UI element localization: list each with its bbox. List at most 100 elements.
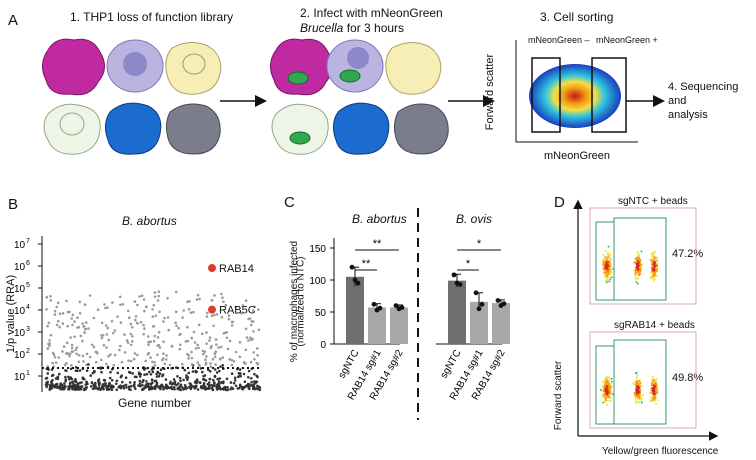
gene-point <box>149 382 153 386</box>
bar <box>470 301 488 344</box>
gene-point <box>93 369 96 373</box>
gene-point <box>131 372 134 375</box>
gene-point <box>147 382 150 386</box>
gene-point <box>74 348 78 352</box>
gene-point <box>168 363 172 367</box>
gene-point <box>133 381 136 384</box>
gene-point <box>68 310 71 314</box>
gene-point <box>156 344 159 348</box>
event-dot <box>604 250 607 253</box>
gene-point <box>57 356 61 359</box>
gene-point <box>224 386 227 390</box>
significance-label: ** <box>362 258 371 270</box>
gene-point <box>196 343 199 347</box>
panel-b-y-tick-exponent: 3 <box>26 326 30 333</box>
event-dot <box>605 385 608 388</box>
panel-b-y-tick-exponent: 5 <box>26 282 30 289</box>
cell-magenta <box>42 38 105 96</box>
panel-b-x-label: Gene number <box>118 396 192 410</box>
event-dot <box>609 268 612 271</box>
panel-b-y-tick-label: 10 <box>14 328 26 339</box>
event-dot <box>606 259 609 262</box>
event-dot <box>651 254 654 257</box>
event-dot <box>653 252 656 255</box>
gene-point <box>47 321 51 325</box>
gene-point <box>202 382 206 385</box>
event-dot <box>651 253 653 255</box>
gene-point <box>136 322 139 325</box>
event-dot <box>634 275 637 278</box>
event-dot <box>609 254 612 256</box>
gene-point <box>206 311 209 315</box>
gene-point <box>187 308 191 311</box>
gene-point <box>96 352 99 355</box>
gene-point <box>74 366 78 369</box>
gene-point <box>61 350 64 353</box>
event-dot <box>607 267 610 270</box>
event-dot <box>653 265 656 268</box>
gene-point <box>179 343 182 347</box>
gene-point <box>220 292 223 296</box>
gene-point <box>187 357 190 360</box>
gene-point <box>149 373 153 376</box>
gene-point <box>54 361 58 364</box>
event-dot <box>605 379 608 382</box>
gene-point <box>101 386 104 390</box>
gene-point <box>170 386 173 390</box>
gene-point <box>230 324 234 327</box>
gene-point <box>181 362 184 366</box>
event-dot <box>603 385 606 388</box>
gene-point <box>194 347 198 350</box>
gene-point <box>187 354 191 357</box>
gene-point <box>216 377 219 381</box>
gene-point <box>188 300 191 303</box>
event-dot <box>639 396 642 399</box>
gene-point <box>67 386 71 390</box>
event-dot <box>609 383 612 386</box>
gene-point <box>127 385 131 389</box>
gene-point <box>134 318 137 322</box>
gene-point <box>202 378 205 381</box>
gene-point <box>66 324 69 328</box>
panel-c-title-left: B. abortus <box>352 212 407 226</box>
event-dot <box>635 379 638 382</box>
gene-point <box>256 384 259 388</box>
gene-point <box>143 373 146 377</box>
event-dot <box>635 262 638 265</box>
gene-point <box>213 355 217 359</box>
gene-point <box>255 347 259 350</box>
gene-point <box>205 355 208 358</box>
event-dot <box>638 258 641 261</box>
gene-point <box>204 379 208 382</box>
gene-point <box>166 296 169 300</box>
gene-point <box>105 346 108 349</box>
event-dot <box>602 401 605 404</box>
gene-point <box>230 372 234 376</box>
panel-a-letter: A <box>8 12 19 29</box>
gene-point <box>109 370 112 374</box>
event-dot <box>608 256 611 259</box>
event-dot <box>605 391 608 394</box>
gene-point <box>173 380 177 384</box>
gene-point <box>129 322 133 326</box>
gene-point <box>45 308 48 311</box>
gene-point <box>145 383 148 386</box>
gene-point <box>103 303 106 306</box>
gene-point <box>212 324 215 328</box>
gene-point <box>173 382 177 386</box>
gene-point <box>141 384 144 387</box>
gene-point <box>155 384 159 388</box>
panel-d-top-frame <box>589 207 697 305</box>
gene-point <box>55 323 59 327</box>
gene-point <box>162 352 165 356</box>
gene-point <box>209 362 212 365</box>
panel-b-y-tick-exponent: 4 <box>26 304 30 311</box>
gene-point <box>219 365 222 369</box>
gene-point <box>105 362 108 366</box>
gene-point <box>129 343 133 347</box>
gene-point <box>249 338 253 342</box>
gene-point <box>91 371 95 375</box>
gene-point <box>61 322 65 325</box>
gene-point <box>88 294 92 297</box>
event-dot <box>639 385 642 388</box>
